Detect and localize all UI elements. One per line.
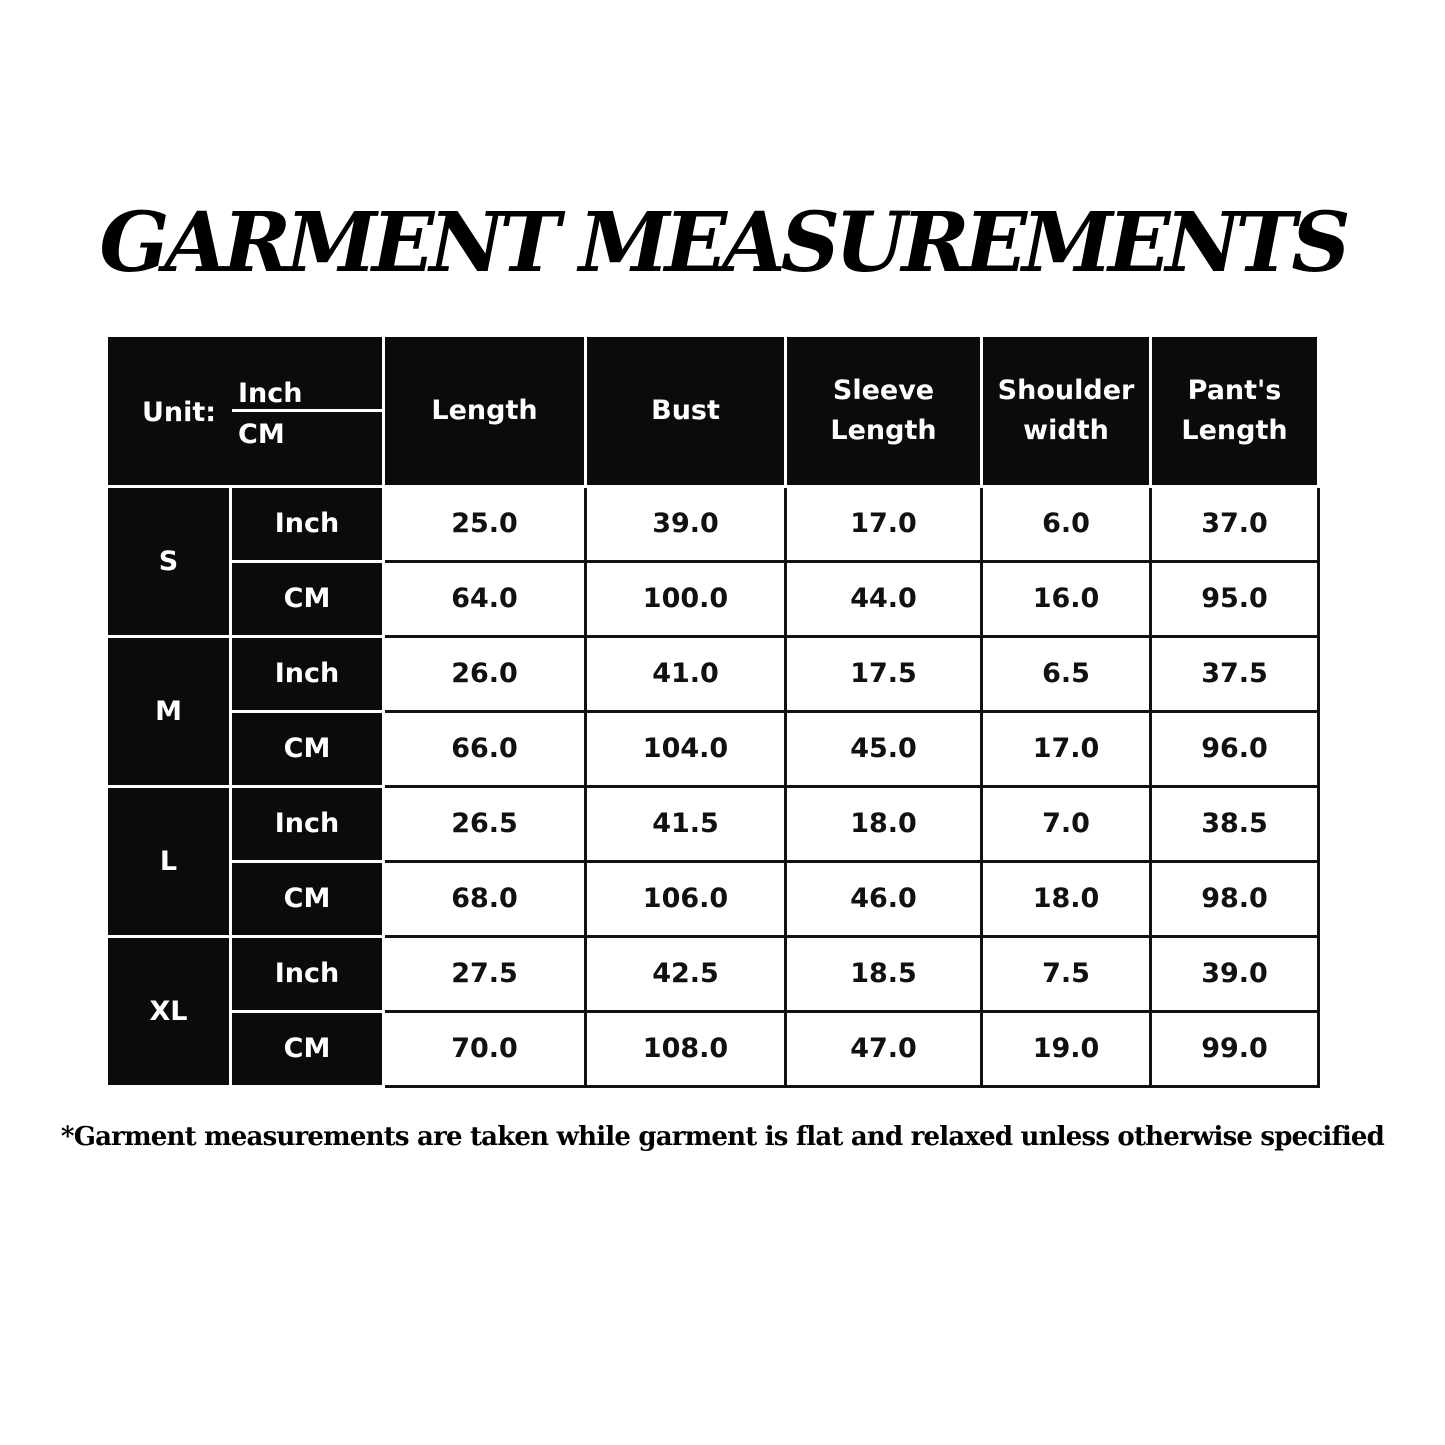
unit-header: Unit: Inch CM (108, 337, 385, 488)
table-cell: 100.0 (587, 563, 787, 638)
footnote: *Garment measurements are taken while ga… (60, 1122, 1385, 1152)
table-cell: 46.0 (787, 863, 983, 938)
table-cell: 6.5 (983, 638, 1152, 713)
table-cell: 39.0 (1152, 938, 1320, 1013)
unit-label: Inch (232, 938, 385, 1013)
column-header: Bust (587, 337, 787, 488)
unit-inch-label: Inch (238, 378, 303, 409)
size-label: L (108, 788, 232, 938)
table-cell: 6.0 (983, 488, 1152, 563)
table-cell: 45.0 (787, 713, 983, 788)
table-cell: 37.5 (1152, 638, 1320, 713)
table-cell: 26.5 (385, 788, 587, 863)
table-cell: 99.0 (1152, 1013, 1320, 1088)
table-cell: 18.5 (787, 938, 983, 1013)
column-header: Length (385, 337, 587, 488)
table-cell: 7.5 (983, 938, 1152, 1013)
unit-label: Inch (232, 638, 385, 713)
table-cell: 44.0 (787, 563, 983, 638)
column-header: Pant's Length (1152, 337, 1320, 488)
table-cell: 17.0 (983, 713, 1152, 788)
size-chart-table: Unit: Inch CM Length Bust Sleeve Length … (108, 337, 1320, 1088)
table-cell: 7.0 (983, 788, 1152, 863)
table-cell: 108.0 (587, 1013, 787, 1088)
table-cell: 98.0 (1152, 863, 1320, 938)
column-header: Shoulder width (983, 337, 1152, 488)
unit-label: CM (232, 863, 385, 938)
size-label: M (108, 638, 232, 788)
table-cell: 27.5 (385, 938, 587, 1013)
column-header: Sleeve Length (787, 337, 983, 488)
unit-divider (232, 409, 382, 412)
unit-label: CM (232, 1013, 385, 1088)
table-cell: 18.0 (983, 863, 1152, 938)
unit-label: Unit: (142, 397, 217, 428)
table-cell: 19.0 (983, 1013, 1152, 1088)
table-cell: 66.0 (385, 713, 587, 788)
size-label: XL (108, 938, 232, 1088)
table-cell: 18.0 (787, 788, 983, 863)
unit-label: Inch (232, 788, 385, 863)
table-cell: 41.0 (587, 638, 787, 713)
table-cell: 26.0 (385, 638, 587, 713)
table-cell: 96.0 (1152, 713, 1320, 788)
table-cell: 37.0 (1152, 488, 1320, 563)
table-cell: 42.5 (587, 938, 787, 1013)
table-cell: 64.0 (385, 563, 587, 638)
table-cell: 70.0 (385, 1013, 587, 1088)
unit-cm-label: CM (238, 419, 285, 450)
table-cell: 38.5 (1152, 788, 1320, 863)
table-cell: 17.5 (787, 638, 983, 713)
table-cell: 68.0 (385, 863, 587, 938)
table-cell: 17.0 (787, 488, 983, 563)
unit-label: Inch (232, 488, 385, 563)
table-cell: 47.0 (787, 1013, 983, 1088)
table-cell: 104.0 (587, 713, 787, 788)
unit-label: CM (232, 713, 385, 788)
table-cell: 16.0 (983, 563, 1152, 638)
table-cell: 41.5 (587, 788, 787, 863)
table-cell: 106.0 (587, 863, 787, 938)
table-cell: 95.0 (1152, 563, 1320, 638)
size-label: S (108, 488, 232, 638)
table-cell: 25.0 (385, 488, 587, 563)
page-title: GARMENT MEASUREMENTS (99, 195, 1350, 291)
table-cell: 39.0 (587, 488, 787, 563)
unit-label: CM (232, 563, 385, 638)
